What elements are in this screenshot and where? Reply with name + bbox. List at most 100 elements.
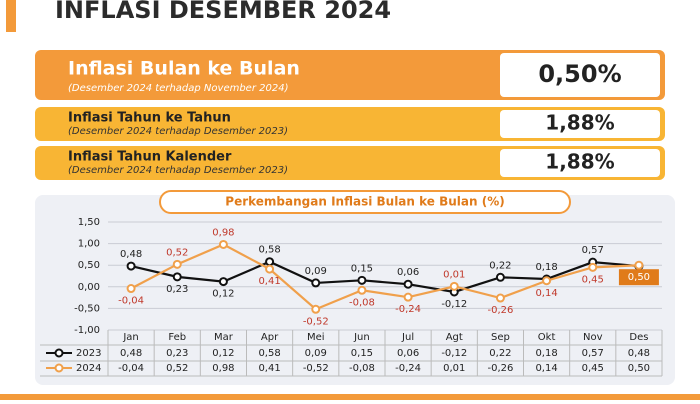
- point: [265, 264, 275, 274]
- table-cell: 0,23: [166, 348, 188, 359]
- data-label: -0,08: [349, 297, 375, 308]
- table-cell: 0,09: [305, 348, 327, 359]
- data-label: 0,09: [305, 266, 327, 277]
- point: [265, 257, 275, 267]
- card-value-box: [500, 149, 660, 177]
- point: [542, 276, 552, 286]
- table-cell: 0,50: [628, 363, 650, 374]
- chart-title: Perkembangan Inflasi Bulan ke Bulan (%): [225, 195, 504, 209]
- table-cell: 0,41: [258, 363, 280, 374]
- x-tick-label: Nov: [583, 332, 603, 343]
- table-cell: -0,12: [441, 348, 467, 359]
- legend-marker: [54, 348, 64, 358]
- chart-panel: [35, 195, 675, 385]
- y-tick-label: -0,50: [74, 303, 100, 314]
- data-label: 0,41: [258, 276, 280, 287]
- card-sub: (Desember 2024 terhadap Desember 2023): [68, 165, 288, 176]
- table-cell: 0,01: [443, 363, 465, 374]
- x-tick-label: Jul: [401, 332, 414, 343]
- point: [403, 292, 413, 302]
- point: [357, 285, 367, 295]
- data-label: 0,45: [582, 274, 604, 285]
- data-label: 0,14: [535, 288, 557, 299]
- highlight-box: [618, 269, 659, 286]
- data-label: -0,26: [487, 305, 513, 316]
- table-cell: -0,52: [303, 363, 329, 374]
- point: [357, 275, 367, 285]
- data-label: 0,06: [397, 267, 419, 278]
- data-label: -0,04: [118, 296, 144, 307]
- table-cell: -0,24: [395, 363, 421, 374]
- table-cell: 0,52: [166, 363, 188, 374]
- x-tick-label: Agt: [446, 332, 463, 343]
- data-label: 0,50: [628, 272, 650, 283]
- x-tick-label: Feb: [168, 332, 186, 343]
- x-tick-label: Okt: [538, 332, 556, 343]
- point: [311, 304, 321, 314]
- y-tick-label: 0,00: [78, 282, 100, 293]
- data-label: 0,98: [212, 227, 234, 238]
- point: [218, 277, 228, 287]
- table-cell: -0,04: [118, 363, 144, 374]
- card-label: Inflasi Tahun ke Tahun: [68, 111, 231, 126]
- point: [126, 284, 136, 294]
- table-cell: 0,18: [535, 348, 557, 359]
- accent-bar: [6, 0, 16, 32]
- y-tick-label: 1,50: [78, 217, 100, 228]
- legend-label: 2023: [76, 348, 101, 359]
- card-value-box: [500, 53, 660, 97]
- data-label: 0,23: [166, 284, 188, 295]
- table-cell: 0,45: [582, 363, 604, 374]
- card-label: Inflasi Bulan ke Bulan: [68, 58, 300, 80]
- point: [172, 272, 182, 282]
- data-label: -0,12: [441, 299, 467, 310]
- data-label: 0,57: [582, 245, 604, 256]
- table-cell: 0,57: [582, 348, 604, 359]
- point: [495, 293, 505, 303]
- point: [172, 259, 182, 269]
- table-cell: 0,06: [397, 348, 419, 359]
- page-title: INFLASI DESEMBER 2024: [55, 0, 391, 24]
- data-label: 0,52: [166, 247, 188, 258]
- data-label: 0,01: [443, 269, 465, 280]
- x-tick-label: Apr: [261, 332, 279, 343]
- card-sub: (Desember 2024 terhadap November 2024): [68, 83, 288, 94]
- card-value-box: [500, 110, 660, 138]
- bottom-bar: [0, 394, 700, 400]
- table-cell: 0,98: [212, 363, 234, 374]
- data-label: 0,12: [212, 289, 234, 300]
- data-label: 0,22: [489, 260, 511, 271]
- data-label: 0,18: [535, 262, 557, 273]
- point: [588, 262, 598, 272]
- x-tick-label: Sep: [491, 332, 510, 343]
- x-tick-label: Des: [629, 332, 648, 343]
- table-cell: 0,48: [120, 348, 142, 359]
- table-cell: -0,26: [487, 363, 513, 374]
- series-line: [130, 260, 640, 294]
- y-tick-label: 1,00: [78, 239, 100, 250]
- point: [634, 260, 644, 270]
- data-label: 0,15: [351, 263, 373, 274]
- card-label: Inflasi Tahun Kalender: [68, 150, 232, 165]
- table-cell: 0,14: [535, 363, 557, 374]
- point: [403, 279, 413, 289]
- series-line: [130, 243, 639, 311]
- legend-label: 2024: [76, 363, 101, 374]
- legend-marker: [54, 363, 64, 373]
- y-tick-label: 0,50: [78, 260, 100, 271]
- data-label: 0,48: [120, 249, 142, 260]
- table-cell: 0,15: [351, 348, 373, 359]
- point: [449, 281, 459, 291]
- y-tick-label: -1,00: [74, 325, 100, 336]
- card-value: 1,88%: [545, 111, 614, 135]
- card-value: 1,88%: [545, 150, 614, 174]
- x-tick-label: Mei: [307, 332, 325, 343]
- point: [311, 278, 321, 288]
- x-tick-label: Jan: [122, 332, 138, 343]
- table-cell: 0,22: [489, 348, 511, 359]
- card-sub: (Desember 2024 terhadap Desember 2023): [68, 126, 288, 137]
- point: [218, 239, 228, 249]
- data-label: 0,58: [258, 245, 280, 256]
- card-value: 0,50%: [538, 60, 621, 88]
